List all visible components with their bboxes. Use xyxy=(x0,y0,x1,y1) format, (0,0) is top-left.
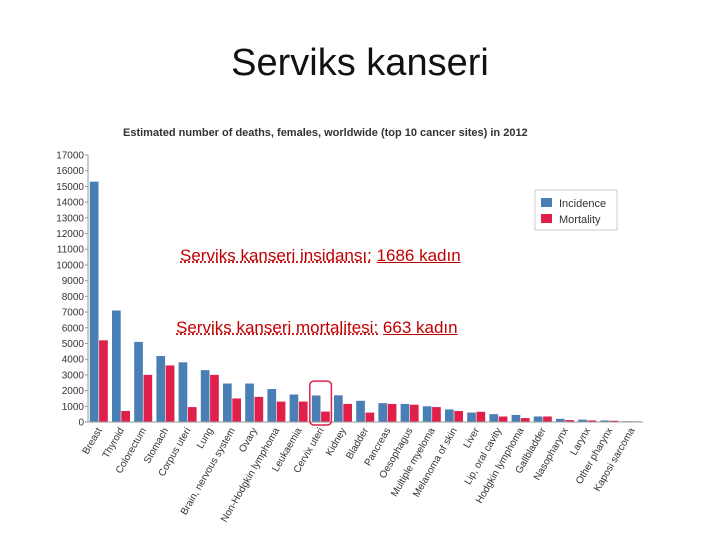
bar-mortality xyxy=(387,403,397,422)
y-axis: 0 1000 2000 3000 4000 5000 6000 7000 8000 9000 100… xyxy=(56,151,89,429)
incidence-annotation: Serviks kanseri insidansı: 1686 kadın xyxy=(180,246,461,266)
slide-title: Serviks kanseri xyxy=(231,42,489,84)
chart-title: Estimated number of deaths, females, wor… xyxy=(123,127,528,139)
bar-incidence xyxy=(112,310,121,422)
y-tick-label: 5000 xyxy=(62,339,85,350)
bar-mortality xyxy=(210,374,219,422)
y-tick-label: 4000 xyxy=(62,355,85,366)
y-tick-label: 13000 xyxy=(56,213,84,224)
y-tick-label: 1000 xyxy=(62,402,85,413)
bar-incidence xyxy=(600,420,610,422)
y-tick-label: 6000 xyxy=(62,323,85,334)
bar-mortality xyxy=(298,401,308,422)
bar-mortality xyxy=(276,401,286,422)
legend-swatch-mortality xyxy=(541,214,552,223)
bar-mortality xyxy=(565,420,574,422)
bar-incidence xyxy=(245,383,254,422)
bar-mortality xyxy=(587,420,597,422)
bar-incidence xyxy=(445,409,454,422)
bar-incidence xyxy=(533,416,543,422)
x-tick-label: Ovary xyxy=(237,426,260,455)
legend-swatch-incidence xyxy=(541,198,552,207)
y-tick-label: 14000 xyxy=(56,198,84,209)
bar-mortality xyxy=(498,416,508,422)
bar-mortality xyxy=(165,365,175,422)
bar-mortality xyxy=(454,411,463,422)
legend-label-incidence: Incidence xyxy=(559,198,606,210)
bar-incidence xyxy=(134,341,143,422)
x-tick-label: Breast xyxy=(81,426,105,457)
y-tick-label: 16000 xyxy=(56,166,84,177)
bar-incidence xyxy=(89,181,99,422)
y-tick-label: 11000 xyxy=(57,245,85,256)
bar-mortality xyxy=(321,411,330,422)
bar-incidence xyxy=(556,418,565,422)
x-tick-label: Liver xyxy=(462,425,483,450)
legend: Incidence Mortality xyxy=(534,189,618,231)
bar-mortality xyxy=(99,340,108,422)
mortality-annotation-value: 663 kadın xyxy=(382,318,458,337)
bar-incidence xyxy=(511,414,521,422)
bar-mortality xyxy=(343,403,352,422)
bar-mortality xyxy=(476,411,486,422)
bar-incidence xyxy=(356,400,365,422)
incidence-annotation-label: Serviks kanseri insidansı: xyxy=(180,246,372,265)
mortality-annotation-label: Serviks kanseri mortalitesi: xyxy=(176,318,379,337)
bar-incidence xyxy=(578,419,587,422)
y-tick-label: 2000 xyxy=(62,386,85,397)
x-tick-label: Lung xyxy=(195,426,216,451)
legend-label-mortality: Mortality xyxy=(559,214,601,226)
bar-mortality xyxy=(609,420,619,422)
bar-incidence xyxy=(311,395,321,422)
y-tick-label: 3000 xyxy=(62,370,85,381)
y-tick-label: 7000 xyxy=(62,308,85,319)
bar-mortality xyxy=(232,398,241,422)
bar-mortality xyxy=(409,404,419,422)
y-tick-label: 9000 xyxy=(62,276,85,287)
bars xyxy=(89,181,641,422)
bar-mortality xyxy=(121,411,130,422)
legend-box xyxy=(534,189,618,231)
bar-mortality xyxy=(432,407,441,422)
bar-mortality xyxy=(520,418,530,422)
bar-incidence xyxy=(400,403,410,422)
y-tick-label: 10000 xyxy=(56,260,84,271)
y-tick-label: 12000 xyxy=(56,229,84,240)
bar-mortality xyxy=(254,396,264,422)
mortality-annotation: Serviks kanseri mortalitesi: 663 kadın xyxy=(176,318,458,338)
bar-incidence xyxy=(156,356,166,422)
bar-incidence xyxy=(223,383,232,422)
bar-incidence xyxy=(489,414,499,422)
y-tick-label: 17000 xyxy=(56,151,84,162)
bar-incidence xyxy=(378,403,388,422)
y-tick-label: 0 xyxy=(78,418,84,429)
cervix-highlight-box xyxy=(309,380,333,426)
bar-incidence xyxy=(200,370,210,422)
bar-incidence xyxy=(289,394,299,422)
bar-incidence xyxy=(467,412,476,422)
bar-mortality xyxy=(187,407,197,422)
bar-incidence xyxy=(267,389,277,422)
bar-incidence xyxy=(178,362,188,422)
bar-incidence xyxy=(422,406,432,422)
y-tick-label: 8000 xyxy=(62,292,85,303)
bar-mortality xyxy=(365,412,375,422)
bar-mortality xyxy=(143,374,153,422)
incidence-annotation-value: 1686 kadın xyxy=(376,246,461,265)
y-tick-label: 15000 xyxy=(56,182,84,193)
bar-mortality xyxy=(543,416,552,422)
bar-incidence xyxy=(334,395,343,422)
